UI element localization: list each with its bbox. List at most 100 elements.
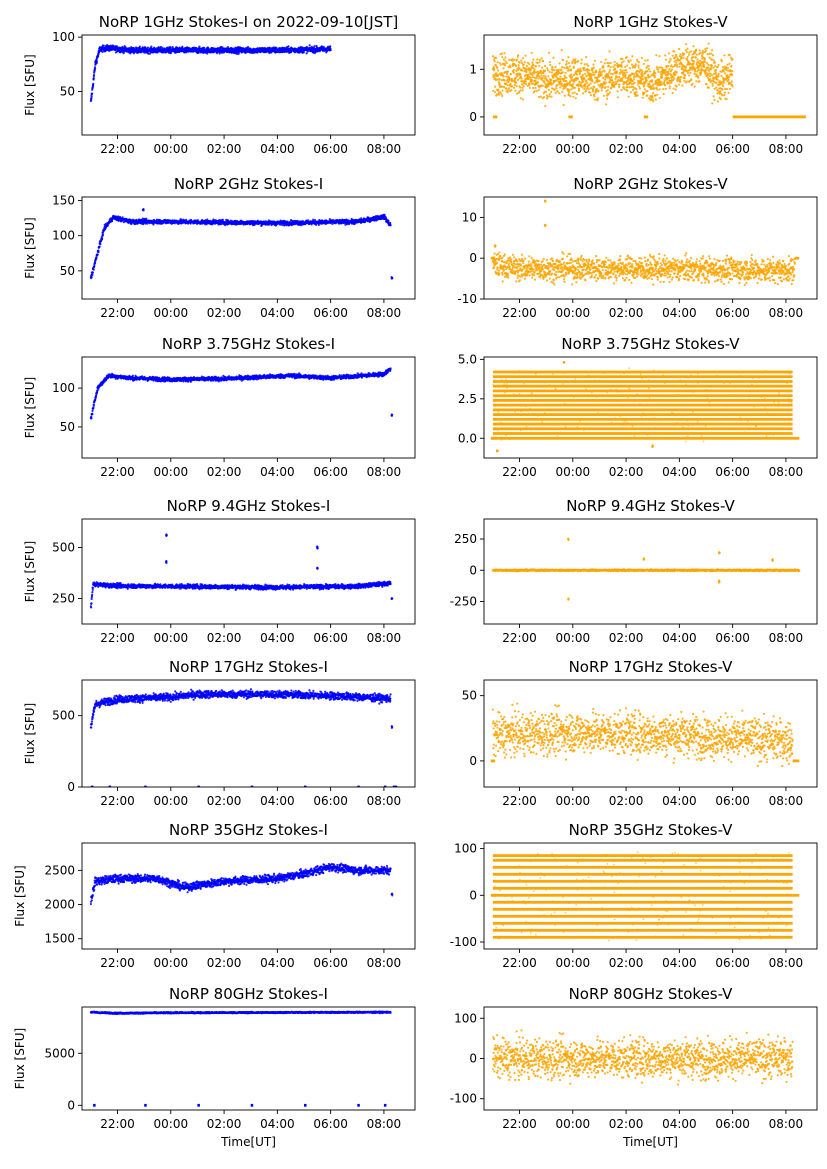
data-point bbox=[500, 79, 503, 82]
data-point bbox=[531, 71, 534, 74]
data-point bbox=[559, 78, 562, 81]
data-point bbox=[591, 88, 595, 91]
data-point bbox=[135, 218, 138, 221]
data-point bbox=[593, 95, 596, 98]
data-point bbox=[580, 62, 583, 65]
x-tick-label: 08:00 bbox=[367, 142, 402, 156]
data-point bbox=[595, 71, 598, 74]
y-axis-label: Flux [SFU] bbox=[23, 54, 37, 115]
data-point bbox=[525, 64, 529, 68]
data-point bbox=[589, 82, 592, 85]
data-point bbox=[97, 51, 101, 54]
data-point bbox=[516, 74, 519, 77]
data-point bbox=[658, 55, 661, 58]
data-point bbox=[730, 72, 733, 75]
data-point bbox=[497, 93, 501, 96]
data-point bbox=[596, 99, 599, 102]
data-point bbox=[570, 75, 574, 79]
data-point bbox=[578, 81, 581, 84]
data-point bbox=[667, 65, 670, 68]
data-point bbox=[500, 92, 503, 95]
data-point bbox=[548, 60, 552, 64]
data-point bbox=[716, 88, 719, 91]
data-point bbox=[600, 73, 603, 76]
data-point bbox=[506, 266, 509, 269]
data-point bbox=[578, 72, 581, 76]
data-point bbox=[538, 58, 541, 61]
x-tick-label: 00:00 bbox=[556, 142, 591, 156]
data-point bbox=[539, 69, 543, 72]
data-point bbox=[698, 79, 701, 83]
x-tick-label: 06:00 bbox=[313, 142, 348, 156]
data-point bbox=[528, 82, 531, 86]
data-point bbox=[671, 54, 674, 57]
data-point bbox=[495, 261, 499, 264]
data-point bbox=[642, 62, 645, 66]
data-point bbox=[531, 73, 534, 77]
data-point bbox=[654, 98, 657, 101]
data-point bbox=[643, 88, 646, 91]
data-point bbox=[658, 96, 661, 100]
data-point bbox=[540, 74, 543, 77]
data-point bbox=[645, 76, 648, 79]
data-point bbox=[503, 275, 506, 278]
data-point bbox=[548, 92, 551, 96]
data-point bbox=[503, 64, 507, 67]
data-point bbox=[652, 83, 655, 86]
data-point bbox=[602, 64, 605, 68]
data-point bbox=[559, 80, 562, 83]
data-point bbox=[678, 65, 681, 68]
data-point bbox=[171, 46, 174, 49]
data-point bbox=[710, 66, 713, 69]
data-point bbox=[581, 80, 585, 83]
data-point bbox=[711, 58, 714, 61]
data-point bbox=[550, 78, 553, 81]
data-point bbox=[503, 264, 506, 267]
data-point bbox=[642, 78, 645, 81]
data-point bbox=[604, 78, 607, 81]
data-point bbox=[523, 61, 526, 64]
data-point bbox=[530, 82, 534, 85]
data-point bbox=[549, 63, 552, 67]
data-point bbox=[161, 46, 164, 49]
data-point bbox=[652, 87, 656, 91]
data-point bbox=[682, 68, 685, 71]
data-point bbox=[580, 70, 583, 73]
data-point bbox=[577, 59, 580, 62]
data-point bbox=[643, 91, 646, 95]
data-point bbox=[723, 93, 726, 97]
data-point bbox=[101, 237, 104, 240]
data-point bbox=[509, 82, 512, 85]
data-point bbox=[645, 66, 648, 69]
data-point bbox=[96, 253, 99, 256]
data-point bbox=[542, 96, 546, 99]
data-point bbox=[724, 87, 727, 91]
data-point bbox=[600, 89, 603, 92]
data-point bbox=[648, 97, 651, 100]
data-point bbox=[674, 88, 677, 91]
data-point bbox=[610, 86, 613, 89]
data-point bbox=[629, 91, 633, 94]
data-point bbox=[572, 58, 575, 61]
data-point bbox=[551, 69, 554, 72]
data-point bbox=[676, 65, 679, 68]
data-point bbox=[652, 100, 655, 103]
data-point bbox=[683, 76, 686, 80]
data-point bbox=[658, 66, 661, 69]
data-point bbox=[561, 90, 564, 93]
data-point bbox=[543, 81, 546, 84]
data-point bbox=[507, 87, 511, 90]
data-point bbox=[544, 75, 547, 78]
data-point bbox=[572, 65, 575, 68]
data-point bbox=[500, 52, 503, 55]
data-point bbox=[508, 77, 511, 80]
data-point bbox=[521, 57, 525, 60]
data-point bbox=[608, 91, 611, 94]
data-point bbox=[730, 80, 733, 83]
data-point bbox=[687, 53, 691, 56]
data-point bbox=[703, 51, 706, 54]
data-point bbox=[718, 79, 721, 83]
data-point bbox=[616, 90, 619, 93]
data-point bbox=[561, 65, 564, 69]
data-point bbox=[589, 94, 593, 97]
